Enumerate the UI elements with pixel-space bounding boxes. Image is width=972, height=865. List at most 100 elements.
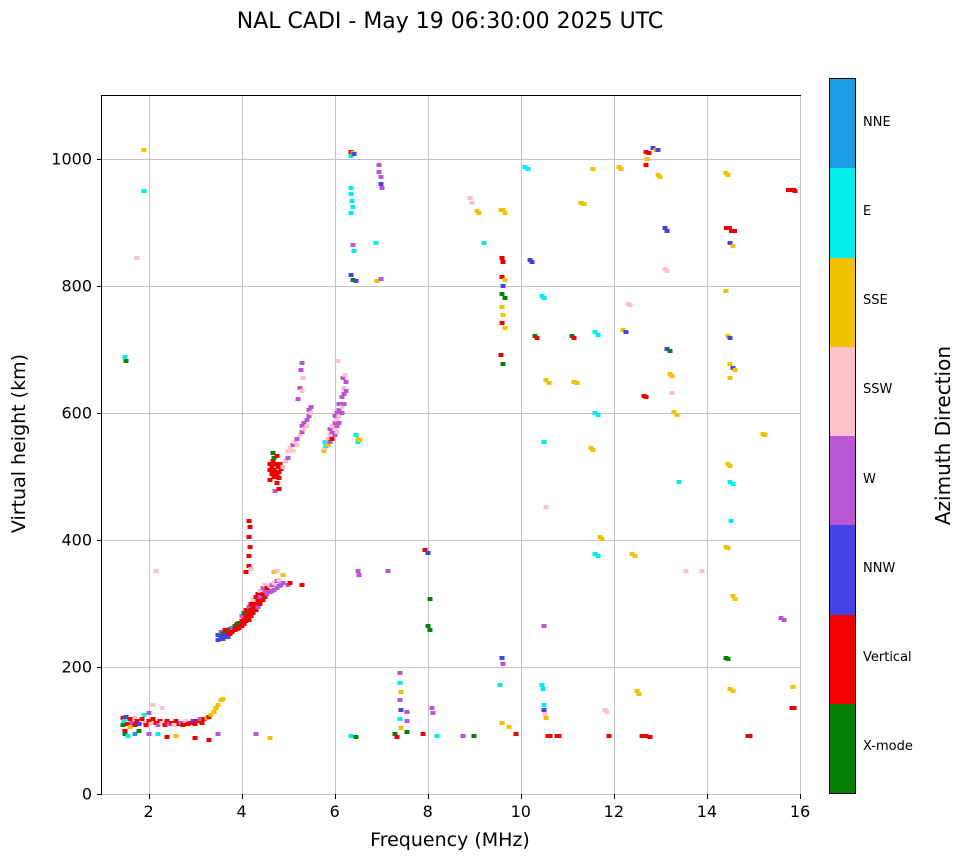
- scatter-point: [725, 546, 731, 551]
- scatter-point: [329, 430, 335, 435]
- scatter-point: [325, 436, 331, 441]
- scatter-point: [276, 487, 282, 492]
- scatter-point: [674, 412, 680, 417]
- scatter-point: [253, 607, 259, 612]
- x-tick-label: 2: [143, 802, 154, 821]
- scatter-point: [571, 336, 577, 341]
- colorbar-label-ssw: SSW: [863, 382, 893, 398]
- scatter-point: [590, 166, 596, 171]
- scatter-point: [127, 717, 133, 722]
- scatter-point: [699, 568, 705, 573]
- scatter-point: [529, 260, 535, 265]
- scatter-point: [348, 272, 354, 277]
- scatter-point: [592, 330, 598, 335]
- scatter-point: [272, 462, 278, 467]
- scatter-point: [327, 427, 333, 432]
- scatter-point: [301, 427, 307, 432]
- scatter-point: [499, 720, 505, 725]
- scatter-point: [397, 717, 403, 722]
- scatter-point: [332, 433, 338, 438]
- scatter-point: [327, 439, 333, 444]
- scatter-point: [253, 731, 259, 736]
- colorbar-category-labels: NNE E SSE SSW W NNW Vertical X-mode: [863, 78, 953, 794]
- scatter-point: [727, 479, 733, 484]
- scatter-point: [295, 397, 301, 402]
- colorbar-segment-nnw: [830, 525, 855, 615]
- scatter-point: [606, 733, 612, 738]
- scatter-point: [723, 289, 729, 294]
- scatter-point: [141, 712, 147, 717]
- scatter-point: [246, 519, 252, 524]
- scatter-point: [120, 715, 126, 720]
- scatter-point: [136, 722, 142, 727]
- scatter-point: [134, 255, 140, 260]
- scatter-point: [332, 420, 338, 425]
- scatter-point: [243, 607, 249, 612]
- gridline-x: [427, 96, 429, 794]
- scatter-point: [299, 389, 305, 394]
- scatter-point: [253, 595, 259, 600]
- scatter-point: [378, 181, 384, 186]
- scatter-point: [373, 241, 379, 246]
- scatter-point: [164, 719, 170, 724]
- plot-area: 2 4 6 8 10 12 14 16 0 200 400 600 800 1000: [51, 95, 810, 821]
- scatter-point: [429, 706, 435, 711]
- scatter-point: [604, 710, 610, 715]
- scatter-point: [499, 291, 505, 296]
- scatter-point: [162, 723, 168, 728]
- scatter-point: [357, 437, 363, 442]
- colorbar-title-text: Azimuth Direction: [931, 346, 955, 526]
- scatter-point: [294, 436, 300, 441]
- scatter-point: [246, 535, 252, 539]
- colorbar-label-sse: SSE: [863, 293, 888, 309]
- scatter-point: [554, 733, 562, 738]
- scatter-point: [294, 443, 300, 447]
- scatter-point: [304, 423, 310, 428]
- scatter-point: [122, 355, 128, 360]
- scatter-point: [146, 719, 152, 724]
- gridline-x: [800, 96, 801, 794]
- scatter-point: [253, 601, 259, 606]
- scatter-point: [339, 404, 345, 409]
- scatter-point: [348, 733, 354, 738]
- scatter-point: [297, 433, 303, 438]
- scatter-point: [153, 720, 158, 725]
- scatter-point: [246, 611, 252, 616]
- scatter-point: [534, 336, 540, 341]
- colorbar: [829, 78, 856, 794]
- x-tick: [520, 794, 522, 799]
- colorbar-segment-e: [830, 168, 855, 258]
- scatter-point: [664, 268, 670, 273]
- scatter-point: [476, 211, 482, 216]
- scatter-point: [541, 295, 547, 300]
- scatter-point: [427, 628, 433, 633]
- scatter-point: [348, 154, 354, 159]
- scatter-point: [239, 614, 245, 619]
- scatter-point: [274, 568, 279, 573]
- scatter-point: [543, 505, 549, 510]
- colorbar-segment-sse: [830, 257, 855, 347]
- scatter-point: [150, 703, 156, 708]
- scatter-point: [332, 414, 338, 419]
- scatter-point: [499, 321, 505, 326]
- scatter-point: [341, 401, 347, 406]
- scatter-point: [471, 733, 477, 738]
- scatter-point: [502, 325, 507, 330]
- scatter-point: [280, 465, 286, 470]
- scatter-point: [356, 573, 362, 578]
- colorbar-title: Azimuth Direction: [926, 78, 960, 794]
- scatter-point: [541, 439, 547, 444]
- scatter-point: [125, 722, 131, 727]
- scatter-point: [595, 554, 601, 559]
- scatter-point: [727, 376, 733, 381]
- scatter-point: [332, 427, 338, 432]
- scatter-point: [298, 368, 304, 373]
- scatter-point: [123, 359, 129, 364]
- scatter-point: [300, 376, 306, 381]
- scatter-point: [171, 723, 177, 728]
- x-tick: [427, 794, 429, 799]
- scatter-point: [159, 720, 165, 725]
- scatter-point: [276, 469, 282, 474]
- scatter-point: [260, 585, 266, 590]
- scatter-point: [669, 374, 675, 379]
